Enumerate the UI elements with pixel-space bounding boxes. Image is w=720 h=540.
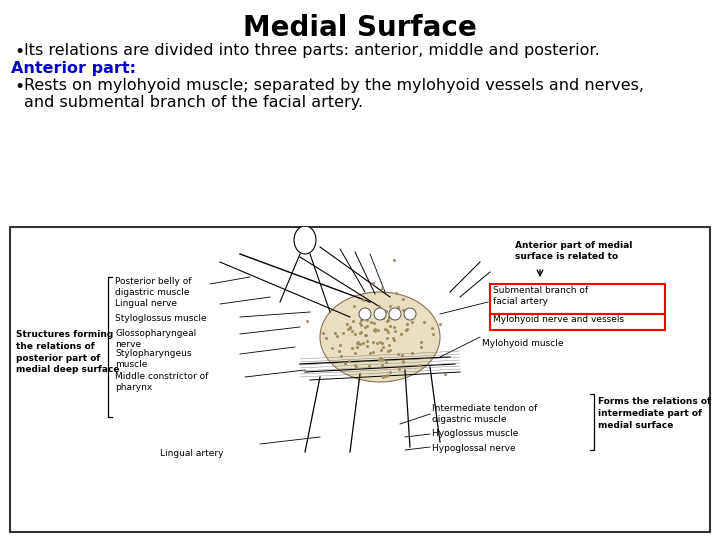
Text: Mylohyoid nerve and vessels: Mylohyoid nerve and vessels: [493, 315, 624, 324]
Text: and submental branch of the facial artery.: and submental branch of the facial arter…: [24, 95, 363, 110]
Circle shape: [359, 308, 371, 320]
Text: Hypoglossal nerve: Hypoglossal nerve: [432, 444, 516, 453]
Text: Lingual nerve: Lingual nerve: [115, 299, 177, 308]
Bar: [10, 227, 710, 532]
Text: Rests on mylohyoid muscle; separated by the mylohyoid vessels and nerves,: Rests on mylohyoid muscle; separated by …: [24, 78, 644, 93]
Ellipse shape: [294, 226, 316, 254]
Bar: [490, 284, 665, 314]
Bar: [490, 314, 665, 330]
Text: Anterior part of medial
surface is related to: Anterior part of medial surface is relat…: [515, 241, 632, 261]
Text: Glossopharyngeal
nerve: Glossopharyngeal nerve: [115, 329, 197, 349]
Text: Submental branch of
facial artery: Submental branch of facial artery: [493, 286, 588, 306]
Text: Structures forming
the relations of
posterior part of
medial deep surface: Structures forming the relations of post…: [16, 330, 120, 374]
Text: Styloglossus muscle: Styloglossus muscle: [115, 314, 207, 323]
Circle shape: [389, 308, 401, 320]
Text: Its relations are divided into three parts: anterior, middle and posterior.: Its relations are divided into three par…: [24, 43, 600, 58]
Ellipse shape: [320, 292, 440, 382]
Text: Lingual artery: Lingual artery: [160, 449, 223, 458]
Circle shape: [404, 308, 416, 320]
Text: Forms the relations of
intermediate part of
medial surface: Forms the relations of intermediate part…: [598, 397, 711, 430]
Text: Mylohyoid muscle: Mylohyoid muscle: [482, 339, 564, 348]
Text: Anterior part:: Anterior part:: [11, 61, 136, 76]
Text: Intermediate tendon of
digastric muscle: Intermediate tendon of digastric muscle: [432, 404, 537, 424]
Text: Hyoglossus muscle: Hyoglossus muscle: [432, 429, 518, 438]
Text: Stylopharyngeus
muscle: Stylopharyngeus muscle: [115, 349, 192, 369]
Text: •: •: [14, 43, 24, 61]
Text: Medial Surface: Medial Surface: [243, 14, 477, 42]
Circle shape: [374, 308, 386, 320]
Text: Posterior belly of
digastric muscle: Posterior belly of digastric muscle: [115, 277, 192, 297]
Text: •: •: [14, 78, 24, 96]
Text: Middle constrictor of
pharynx: Middle constrictor of pharynx: [115, 372, 208, 392]
